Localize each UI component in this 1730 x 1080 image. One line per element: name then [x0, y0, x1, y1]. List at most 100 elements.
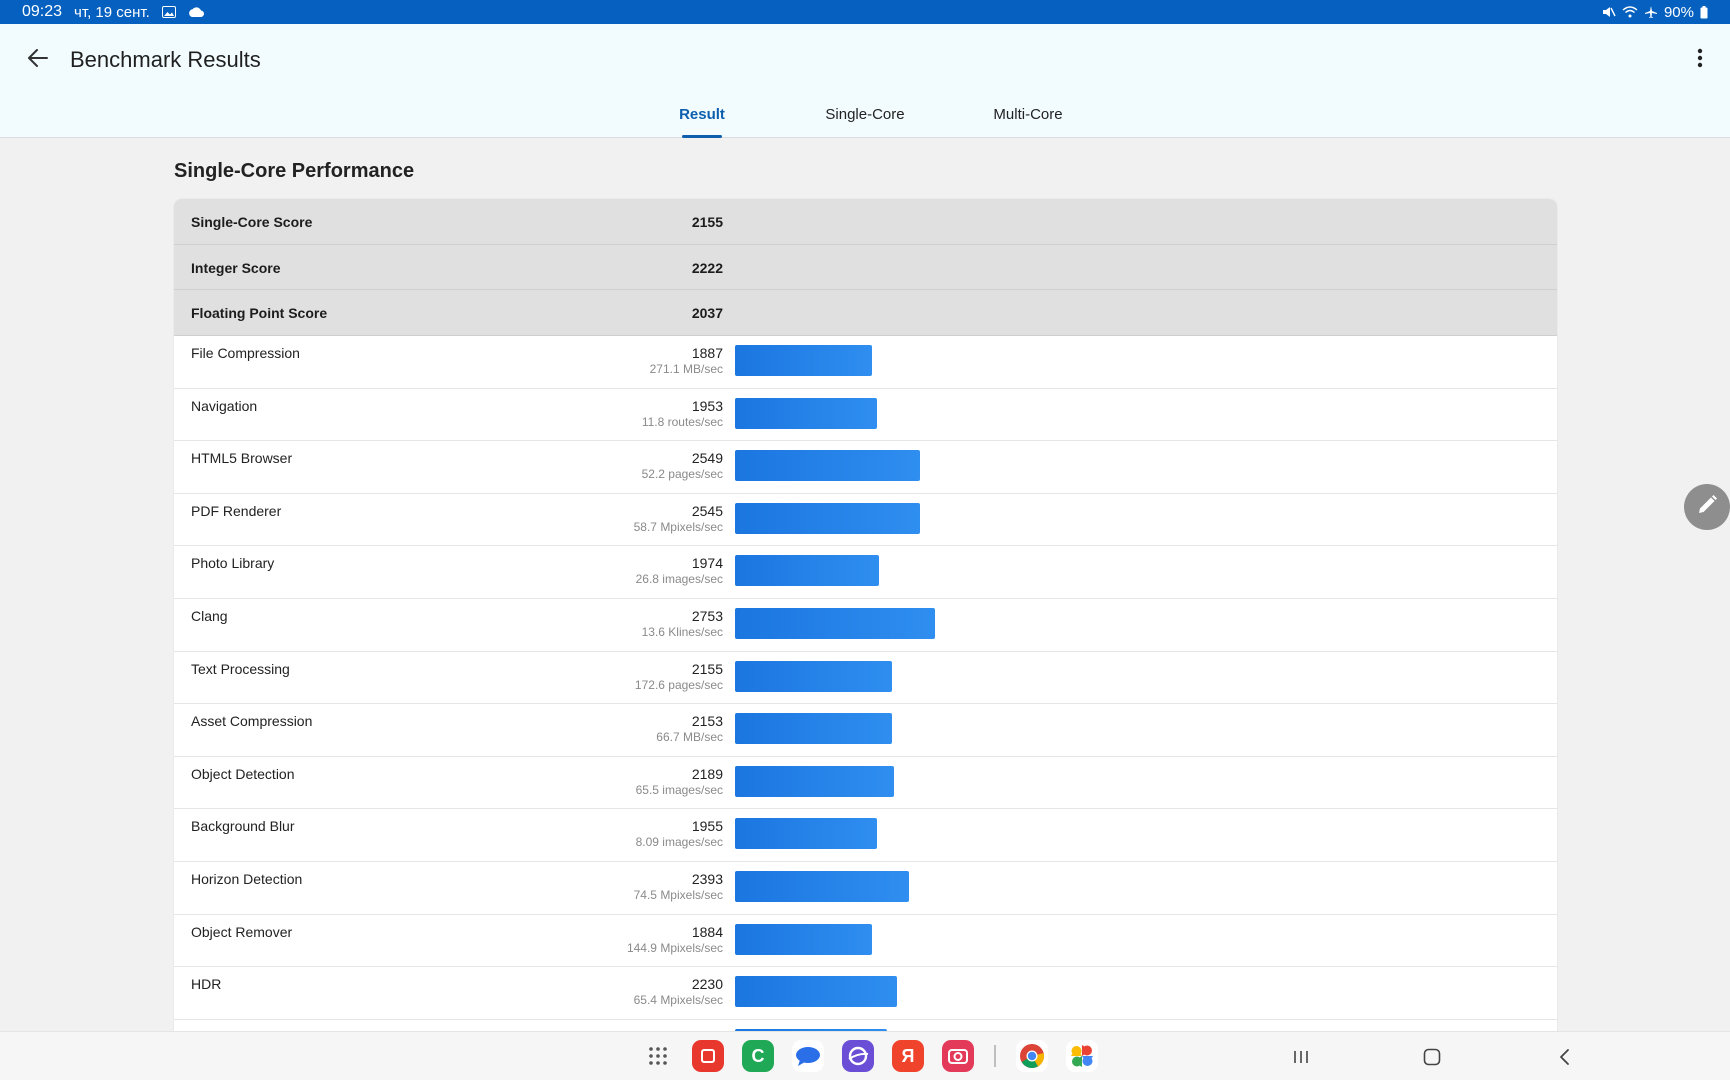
benchmark-score-bar — [735, 923, 872, 955]
summary-label: Single-Core Score — [191, 214, 313, 230]
page-title: Benchmark Results — [70, 47, 261, 72]
benchmark-rate: 11.8 routes/sec — [641, 414, 723, 429]
benchmark-score: 2753 — [691, 608, 723, 625]
benchmark-score-bar — [735, 450, 920, 482]
tab-single-core[interactable]: Single-Core — [812, 104, 918, 138]
battery-percent: 90% — [1663, 3, 1694, 21]
app-dock: C Я — [642, 1040, 1098, 1072]
benchmark-score: 2189 — [691, 765, 723, 782]
status-date: чт, 19 сент. — [74, 3, 150, 21]
cloud-notification-icon — [188, 7, 204, 17]
photos-app-icon[interactable] — [1066, 1040, 1098, 1072]
camera-app-icon[interactable] — [942, 1040, 974, 1072]
benchmark-name: Navigation — [191, 397, 258, 414]
phone-app-glyph: C — [751, 1045, 765, 1066]
benchmark-name: Text Processing — [191, 660, 290, 677]
recent-apps-button[interactable] — [1285, 1042, 1317, 1072]
summary-row: Single-Core Score 2155 — [174, 199, 1557, 245]
benchmark-name: Horizon Detection — [191, 871, 303, 887]
benchmark-name: HDR — [191, 976, 222, 993]
benchmark-row[interactable]: Asset Compression 2153 66.7 MB/sec — [174, 704, 1557, 757]
section-title: Single-Core Performance — [174, 160, 415, 182]
benchmark-score: 1884 — [691, 923, 723, 940]
benchmark-row[interactable]: HTML5 Browser 2549 52.2 pages/sec — [174, 441, 1557, 494]
more-options-button[interactable] — [1684, 44, 1716, 76]
chrome-app-icon[interactable] — [1016, 1040, 1048, 1072]
mute-icon — [1602, 6, 1616, 18]
benchmark-row[interactable]: PDF Renderer 2545 58.7 Mpixels/sec — [174, 494, 1557, 547]
results-table: Single-Core Score 2155 Integer Score 222… — [174, 199, 1557, 1080]
benchmark-row[interactable]: Navigation 1953 11.8 routes/sec — [174, 389, 1557, 442]
summary-row: Integer Score 2222 — [174, 244, 1557, 291]
benchmark-name: Background Blur — [191, 818, 295, 835]
nav-back-button[interactable] — [1548, 1042, 1580, 1072]
benchmark-row[interactable]: Clang 2753 13.6 Klines/sec — [174, 599, 1557, 652]
tab-result-label: Result — [679, 106, 725, 123]
app-bar: Benchmark Results Result Single-Core Mul… — [0, 24, 1730, 138]
benchmark-score: 1887 — [691, 345, 723, 362]
benchmark-score: 1953 — [691, 397, 723, 414]
benchmark-score-bar — [735, 502, 920, 534]
benchmark-name: Object Remover — [191, 923, 293, 940]
benchmark-rate: 74.5 Mpixels/sec — [633, 888, 723, 902]
benchmark-score-bar — [735, 713, 892, 745]
benchmark-row[interactable]: Background Blur 1955 8.09 images/sec — [174, 809, 1557, 862]
tab-bar: Result Single-Core Multi-Core — [0, 104, 1730, 138]
benchmark-score-bar — [735, 397, 877, 429]
yandex-app-glyph: Я — [901, 1045, 915, 1066]
app-drawer-icon[interactable] — [642, 1040, 674, 1072]
benchmark-score-bar — [735, 608, 935, 640]
summary-label: Integer Score — [191, 259, 281, 276]
summary-value: 2222 — [691, 259, 723, 276]
dock-separator — [994, 1045, 996, 1067]
benchmark-row[interactable]: Horizon Detection 2393 74.5 Mpixels/sec — [174, 862, 1557, 915]
benchmark-rate: 271.1 MB/sec — [649, 362, 723, 377]
home-button[interactable] — [1416, 1042, 1448, 1072]
tab-multi-core[interactable]: Multi-Core — [980, 104, 1076, 138]
benchmark-row[interactable]: Object Detection 2189 65.5 images/sec — [174, 757, 1557, 810]
gallery-notification-icon — [161, 6, 176, 18]
notes-app-icon[interactable] — [692, 1040, 724, 1072]
benchmark-rate: 66.7 MB/sec — [656, 730, 723, 745]
benchmark-score-bar — [735, 660, 892, 692]
benchmark-row[interactable]: Photo Library 1974 26.8 images/sec — [174, 546, 1557, 600]
benchmark-score-bar — [735, 976, 897, 1008]
messages-app-icon[interactable] — [792, 1040, 824, 1072]
benchmark-row[interactable]: HDR 2230 65.4 Mpixels/sec — [174, 967, 1557, 1020]
tab-multi-core-label: Multi-Core — [993, 106, 1063, 123]
system-taskbar: C Я — [0, 1031, 1730, 1080]
benchmark-score-bar — [735, 871, 909, 902]
benchmark-name: File Compression — [191, 345, 300, 362]
benchmark-rate: 65.4 Mpixels/sec — [633, 993, 723, 1008]
arrow-back-icon — [28, 48, 48, 72]
airplane-mode-icon — [1644, 5, 1658, 19]
benchmark-rate: 58.7 Mpixels/sec — [633, 519, 723, 534]
summary-value: 2037 — [691, 305, 723, 322]
benchmark-row[interactable]: Object Remover 1884 144.9 Mpixels/sec — [174, 915, 1557, 968]
benchmark-name: Asset Compression — [191, 713, 313, 730]
benchmark-rate: 26.8 images/sec — [635, 572, 723, 587]
more-vert-icon — [1697, 48, 1703, 73]
wifi-icon — [1622, 6, 1638, 18]
benchmark-score: 2230 — [691, 976, 723, 993]
benchmark-score-bar — [735, 765, 894, 797]
benchmark-score: 2549 — [691, 450, 723, 467]
benchmark-row[interactable]: File Compression 1887 271.1 MB/sec — [174, 336, 1557, 389]
browser-app-icon[interactable] — [842, 1040, 874, 1072]
benchmark-score-bar — [735, 555, 879, 587]
edit-floating-button[interactable] — [1684, 484, 1730, 530]
benchmark-score: 1955 — [691, 818, 723, 835]
yandex-app-icon[interactable]: Я — [892, 1040, 924, 1072]
benchmark-name: Object Detection — [191, 765, 295, 782]
benchmark-rate: 144.9 Mpixels/sec — [626, 940, 723, 955]
phone-app-icon[interactable]: C — [742, 1040, 774, 1072]
benchmark-row[interactable]: Text Processing 2155 172.6 pages/sec — [174, 652, 1557, 705]
tab-active-indicator — [682, 135, 722, 138]
benchmark-score-bar — [735, 345, 872, 377]
benchmark-score: 2393 — [691, 871, 723, 887]
tab-single-core-label: Single-Core — [825, 106, 905, 123]
benchmark-name: HTML5 Browser — [191, 450, 293, 467]
tab-result[interactable]: Result — [660, 104, 744, 138]
benchmark-rate: 8.09 images/sec — [635, 835, 723, 850]
back-button[interactable] — [22, 44, 54, 76]
